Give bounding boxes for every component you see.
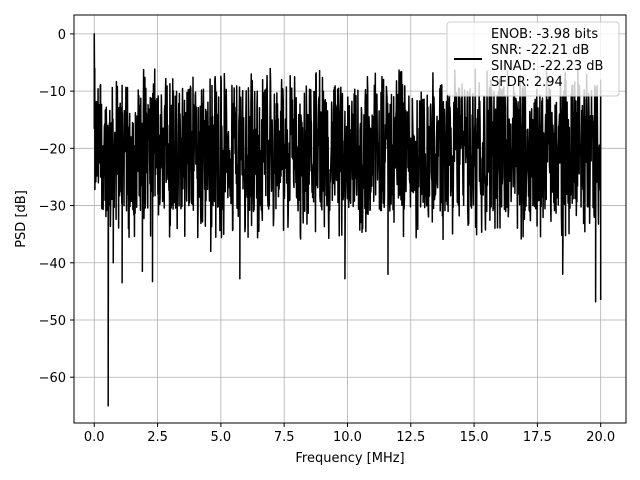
- x-tick-label: 0.0: [84, 430, 105, 445]
- legend-sfdr: SFDR: 2.94: [491, 75, 563, 90]
- legend-box: [446, 21, 620, 97]
- y-tick-label: −40: [39, 257, 66, 272]
- plot-frame: [73, 14, 627, 424]
- legend-sinad: SINAD: -22.23 dB: [491, 59, 603, 74]
- psd-series-line: [93, 33, 602, 407]
- x-tick-label: 5.0: [211, 430, 232, 445]
- y-tick-label: −10: [39, 85, 66, 100]
- y-tick-label: −30: [39, 200, 66, 215]
- x-tick-label: 10.0: [333, 430, 362, 445]
- x-tick-label: 15.0: [460, 430, 489, 445]
- legend: ENOB: -3.98 bits SNR: -22.21 dB SINAD: -…: [446, 21, 620, 97]
- legend-snr: SNR: -22.21 dB: [491, 43, 589, 58]
- legend-enob: ENOB: -3.98 bits: [491, 27, 598, 42]
- y-axis-ticks: 0 −10 −20 −30 −40 −50 −60: [39, 28, 74, 386]
- y-tick-label: −20: [39, 142, 66, 157]
- x-tick-label: 20.0: [586, 430, 615, 445]
- y-axis-label: PSD [dB]: [14, 190, 29, 248]
- series-group: [93, 33, 602, 407]
- x-axis-ticks: 0.0 2.5 5.0 7.5 10.0 12.5 15.0 17.5 20.0: [84, 423, 615, 445]
- x-tick-label: 12.5: [396, 430, 425, 445]
- x-axis-label: Frequency [MHz]: [295, 451, 404, 466]
- y-tick-label: −60: [39, 371, 66, 386]
- x-tick-label: 2.5: [147, 430, 168, 445]
- x-tick-label: 17.5: [523, 430, 552, 445]
- y-tick-label: 0: [58, 28, 66, 43]
- x-tick-label: 7.5: [274, 430, 295, 445]
- y-tick-label: −50: [39, 314, 66, 329]
